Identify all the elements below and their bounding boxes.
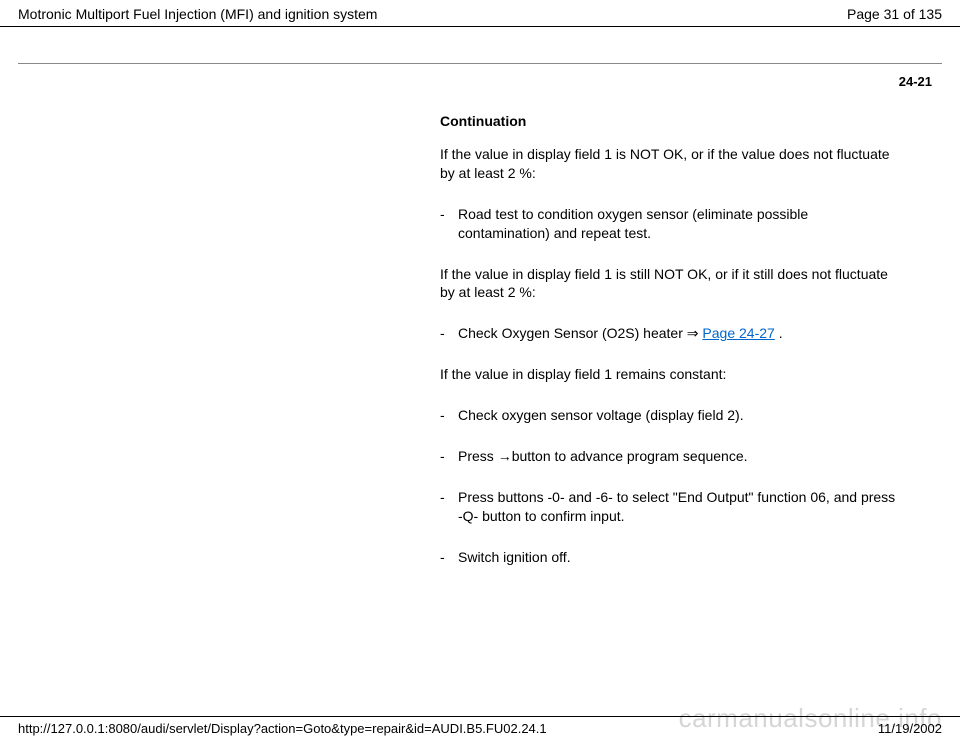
bullet-prefix: Press xyxy=(458,448,498,464)
dash-icon: - xyxy=(440,488,458,526)
header-title: Motronic Multiport Fuel Injection (MFI) … xyxy=(18,6,377,22)
right-arrow-icon: → xyxy=(498,448,512,464)
bullet-text: Check oxygen sensor voltage (display fie… xyxy=(458,406,900,425)
arrow-icon: ⇒ xyxy=(687,325,699,341)
dash-icon: - xyxy=(440,447,458,466)
bullet-text: Press buttons -0- and -6- to select "End… xyxy=(458,488,900,526)
bullet-text: Switch ignition off. xyxy=(458,548,900,567)
bullet-rest: button to advance program sequence. xyxy=(512,448,748,464)
dash-icon: - xyxy=(440,548,458,567)
dash-icon: - xyxy=(440,324,458,343)
page-link[interactable]: Page 24-27 xyxy=(702,325,774,341)
footer-date: 11/19/2002 xyxy=(878,721,942,736)
header-page: Page 31 of 135 xyxy=(847,6,942,22)
footer-url: http://127.0.0.1:8080/audi/servlet/Displ… xyxy=(18,721,547,736)
paragraph-2: If the value in display field 1 is still… xyxy=(440,265,900,303)
section-number: 24-21 xyxy=(0,64,960,89)
paragraph-3: If the value in display field 1 remains … xyxy=(440,365,900,384)
page-header: Motronic Multiport Fuel Injection (MFI) … xyxy=(0,0,960,27)
bullet-item-3: - Check oxygen sensor voltage (display f… xyxy=(440,406,900,425)
bullet-suffix: . xyxy=(779,325,783,341)
bullet-item-1: - Road test to condition oxygen sensor (… xyxy=(440,205,900,243)
bullet-text: Check Oxygen Sensor (O2S) heater ⇒ Page … xyxy=(458,324,900,343)
page-footer: http://127.0.0.1:8080/audi/servlet/Displ… xyxy=(0,716,960,742)
bullet-item-6: - Switch ignition off. xyxy=(440,548,900,567)
bullet-text: Road test to condition oxygen sensor (el… xyxy=(458,205,900,243)
bullet-item-4: - Press →button to advance program seque… xyxy=(440,447,900,466)
dash-icon: - xyxy=(440,205,458,243)
bullet-text: Press →button to advance program sequenc… xyxy=(458,447,900,466)
dash-icon: - xyxy=(440,406,458,425)
bullet-item-2: - Check Oxygen Sensor (O2S) heater ⇒ Pag… xyxy=(440,324,900,343)
bullet-prefix: Check Oxygen Sensor (O2S) heater xyxy=(458,325,687,341)
bullet-item-5: - Press buttons -0- and -6- to select "E… xyxy=(440,488,900,526)
main-content: Continuation If the value in display fie… xyxy=(440,113,900,567)
content-heading: Continuation xyxy=(440,113,900,129)
paragraph-1: If the value in display field 1 is NOT O… xyxy=(440,145,900,183)
